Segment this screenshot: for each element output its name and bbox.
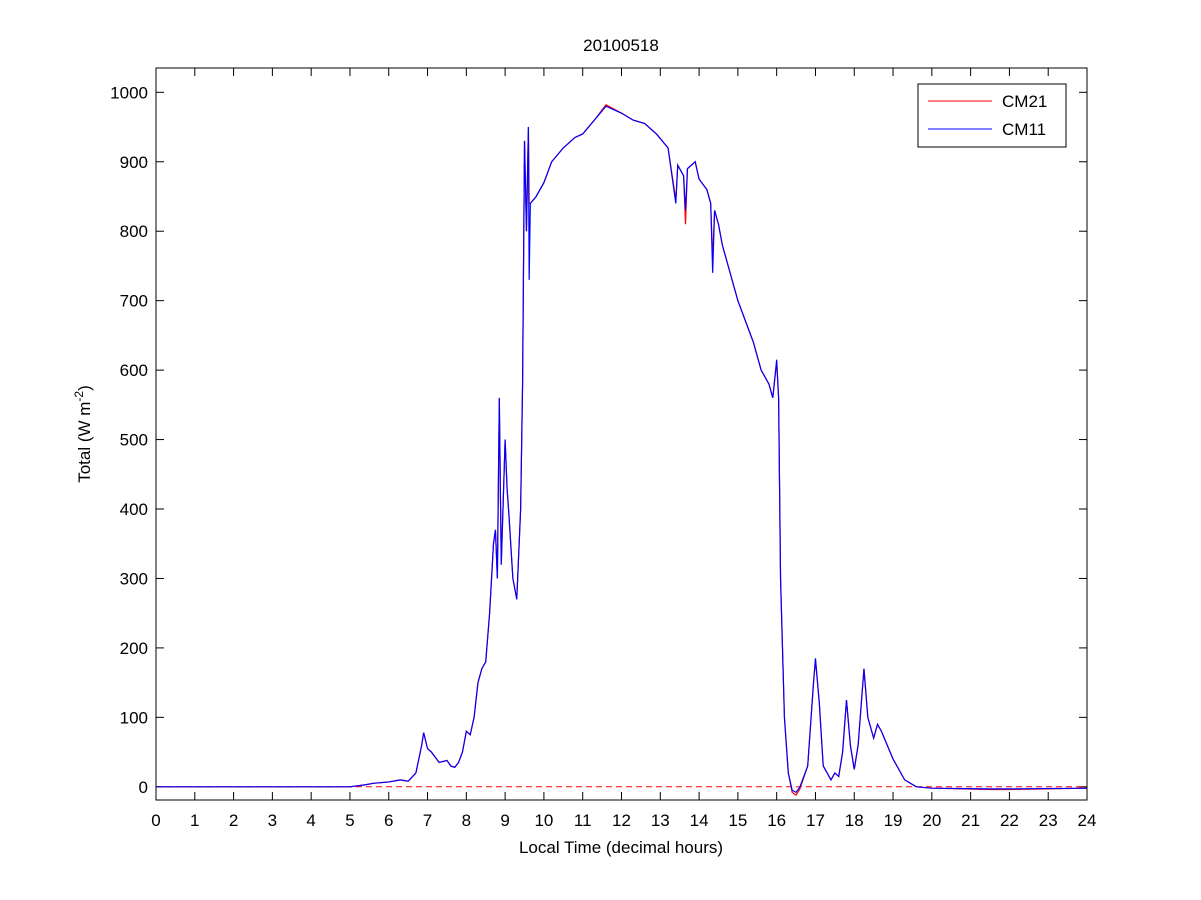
legend-box bbox=[917, 83, 1067, 148]
x-tick-label: 11 bbox=[574, 811, 592, 830]
x-tick-label: 6 bbox=[384, 811, 393, 830]
series-line bbox=[156, 105, 1088, 794]
x-tick-label: 16 bbox=[767, 811, 786, 830]
x-tick-label: 20 bbox=[922, 811, 941, 830]
x-tick-label: 2 bbox=[229, 811, 238, 830]
x-tick-label: 12 bbox=[612, 811, 631, 830]
x-tick-label: 15 bbox=[728, 811, 747, 830]
y-tick-label: 400 bbox=[120, 500, 148, 519]
x-tick-label: 3 bbox=[268, 811, 277, 830]
x-tick-label: 21 bbox=[961, 811, 980, 830]
y-tick-label: 600 bbox=[120, 361, 148, 380]
y-tick-label: 200 bbox=[120, 639, 148, 658]
x-tick-label: 4 bbox=[306, 811, 315, 830]
x-tick-label: 17 bbox=[806, 811, 825, 830]
legend-label: CM11 bbox=[1002, 120, 1046, 139]
x-tick-label: 8 bbox=[462, 811, 471, 830]
y-tick-label: 300 bbox=[120, 569, 148, 588]
x-tick-label: 5 bbox=[345, 811, 354, 830]
y-tick-label: 700 bbox=[120, 292, 148, 311]
x-tick-label: 18 bbox=[845, 811, 864, 830]
y-tick-label: 800 bbox=[120, 222, 148, 241]
x-tick-label: 0 bbox=[151, 811, 160, 830]
y-tick-label: 0 bbox=[139, 778, 148, 797]
y-axis-label-sup: -2 bbox=[72, 391, 86, 402]
x-tick-label: 10 bbox=[534, 811, 553, 830]
x-tick-label: 1 bbox=[190, 811, 199, 830]
y-tick-label: 1000 bbox=[110, 83, 148, 102]
y-axis-label-end: ) bbox=[75, 385, 94, 391]
x-tick-label: 13 bbox=[651, 811, 670, 830]
chart-title: 20100518 bbox=[583, 36, 659, 55]
x-tick-label: 24 bbox=[1078, 811, 1097, 830]
x-tick-label: 9 bbox=[500, 811, 509, 830]
y-tick-label: 500 bbox=[120, 431, 148, 450]
axes-box bbox=[155, 67, 1088, 801]
y-tick-label: 900 bbox=[120, 153, 148, 172]
legend-label: CM21 bbox=[1002, 92, 1047, 111]
x-tick-label: 19 bbox=[884, 811, 903, 830]
x-tick-label: 23 bbox=[1039, 811, 1058, 830]
x-tick-label: 7 bbox=[423, 811, 432, 830]
y-axis-label-main: Total (W m bbox=[75, 402, 94, 483]
y-axis-label: Total (W m-2) bbox=[72, 385, 94, 483]
x-tick-label: 22 bbox=[1000, 811, 1019, 830]
x-axis-label: Local Time (decimal hours) bbox=[519, 838, 723, 857]
y-tick-label: 100 bbox=[120, 708, 148, 727]
x-tick-label: 14 bbox=[690, 811, 709, 830]
